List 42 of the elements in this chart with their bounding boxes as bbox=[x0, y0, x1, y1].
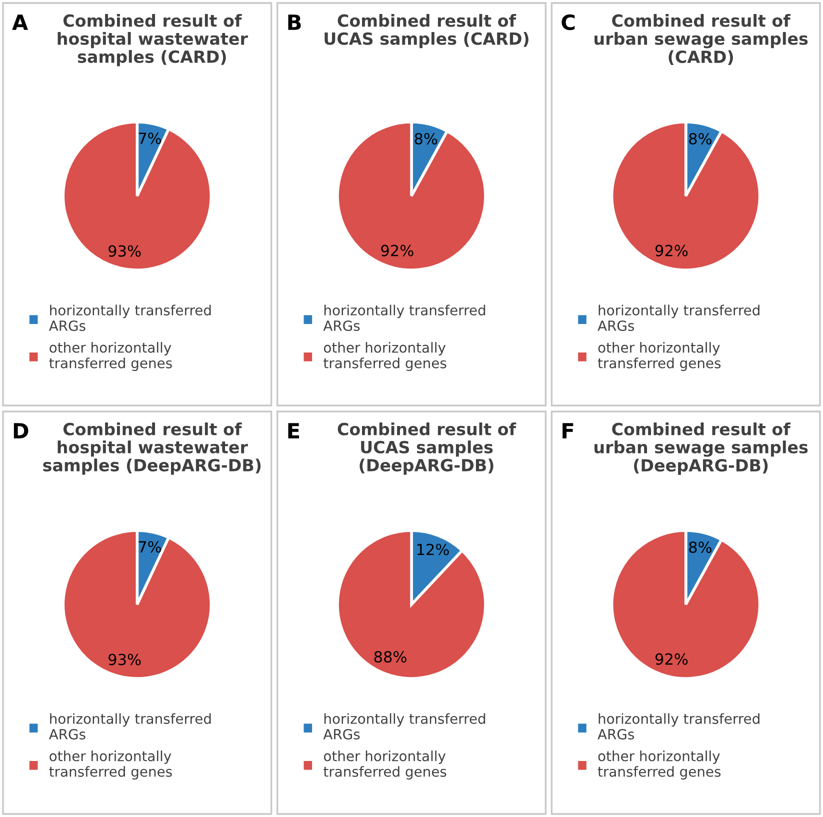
legend-label: horizontally transferred ARGs bbox=[323, 713, 486, 740]
legend-label: other horizontally transferred genes bbox=[324, 750, 446, 780]
legend-label: horizontally transferred ARGs bbox=[48, 304, 211, 332]
legend-label: other horizontally transferred genes bbox=[49, 342, 172, 372]
legend-label: horizontally transferred ARGs bbox=[598, 713, 760, 740]
data-label: 8% bbox=[689, 541, 712, 554]
data-label: 92% bbox=[655, 653, 688, 665]
text: C bbox=[562, 14, 575, 30]
legend-label: horizontally transferred ARGs bbox=[598, 304, 760, 332]
data-label: 92% bbox=[655, 244, 688, 256]
data-label: 7% bbox=[138, 132, 162, 144]
text: D bbox=[14, 423, 28, 438]
legend-label: horizontally transferred ARGs bbox=[48, 713, 211, 740]
pie-slice bbox=[336, 120, 487, 272]
pie-slice bbox=[336, 529, 487, 680]
data-label: 88% bbox=[374, 651, 406, 663]
legend-label: other horizontally transferred genes bbox=[598, 750, 721, 780]
text: A bbox=[12, 14, 28, 30]
data-label: 8% bbox=[689, 132, 712, 145]
data-label: 8% bbox=[414, 132, 438, 145]
legend-label: other horizontally transferred genes bbox=[598, 342, 721, 372]
chart-title: Combined result of urban sewage samples (DeepARG-DB) bbox=[594, 422, 808, 475]
legend-label: horizontally transferred ARGs bbox=[323, 304, 486, 332]
chart-title: Combined result of urban sewage samples (CARD) bbox=[594, 14, 808, 66]
data-label: 93% bbox=[108, 245, 141, 257]
text: B bbox=[288, 14, 301, 30]
data-label: 92% bbox=[381, 244, 414, 256]
text: E bbox=[288, 423, 300, 438]
text: F bbox=[562, 423, 574, 438]
data-label: 7% bbox=[138, 541, 162, 553]
pie-slice bbox=[62, 120, 213, 272]
legend-label: other horizontally transferred genes bbox=[324, 342, 446, 372]
chart-title: Combined result of UCAS samples (DeepARG-DB) bbox=[338, 422, 516, 475]
pie-slice bbox=[610, 120, 762, 272]
pie-slice bbox=[62, 529, 213, 680]
legend-label: other horizontally transferred genes bbox=[49, 750, 172, 780]
pie-slice bbox=[610, 529, 762, 680]
chart-title: Combined result of UCAS samples (CARD) bbox=[324, 14, 528, 48]
chart-title: Combined result of hospital wastewater samples (DeepARG-DB) bbox=[43, 422, 261, 475]
data-label: 12% bbox=[417, 544, 449, 556]
data-label: 93% bbox=[108, 654, 141, 666]
chart-title: Combined result of hospital wastewater samples (CARD) bbox=[58, 14, 248, 66]
